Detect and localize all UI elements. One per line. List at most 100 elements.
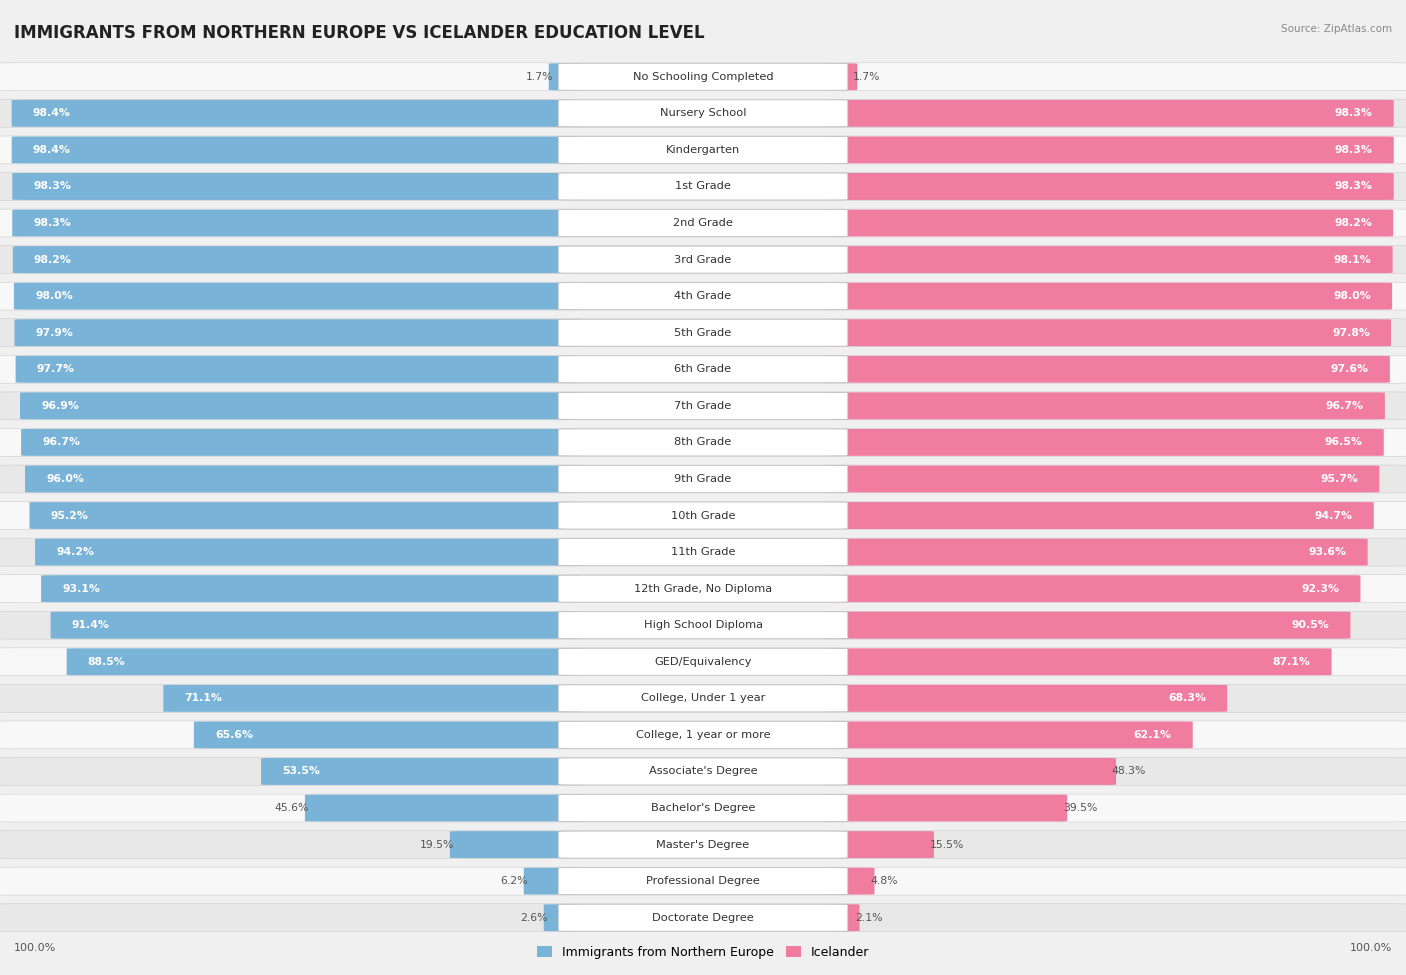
FancyBboxPatch shape bbox=[558, 173, 848, 200]
FancyBboxPatch shape bbox=[558, 868, 848, 895]
FancyBboxPatch shape bbox=[558, 63, 848, 91]
FancyBboxPatch shape bbox=[558, 356, 848, 383]
FancyBboxPatch shape bbox=[0, 574, 1406, 603]
FancyBboxPatch shape bbox=[0, 99, 1406, 128]
Text: Source: ZipAtlas.com: Source: ZipAtlas.com bbox=[1281, 24, 1392, 34]
Text: 93.6%: 93.6% bbox=[1309, 547, 1347, 557]
FancyBboxPatch shape bbox=[0, 867, 1406, 895]
Text: 1.7%: 1.7% bbox=[853, 72, 880, 82]
FancyBboxPatch shape bbox=[825, 63, 858, 91]
FancyBboxPatch shape bbox=[35, 538, 581, 566]
FancyBboxPatch shape bbox=[0, 794, 1406, 822]
Text: 98.4%: 98.4% bbox=[32, 145, 70, 155]
FancyBboxPatch shape bbox=[11, 136, 581, 164]
FancyBboxPatch shape bbox=[41, 575, 581, 603]
FancyBboxPatch shape bbox=[558, 795, 848, 822]
FancyBboxPatch shape bbox=[0, 173, 1406, 201]
Text: 97.8%: 97.8% bbox=[1331, 328, 1369, 337]
FancyBboxPatch shape bbox=[11, 99, 581, 127]
FancyBboxPatch shape bbox=[0, 136, 1406, 164]
FancyBboxPatch shape bbox=[558, 722, 848, 749]
FancyBboxPatch shape bbox=[14, 319, 581, 346]
FancyBboxPatch shape bbox=[0, 62, 1406, 91]
FancyBboxPatch shape bbox=[825, 173, 1393, 200]
Text: 9th Grade: 9th Grade bbox=[675, 474, 731, 484]
Text: 94.7%: 94.7% bbox=[1315, 511, 1353, 521]
Text: 39.5%: 39.5% bbox=[1063, 803, 1097, 813]
FancyBboxPatch shape bbox=[825, 210, 1393, 237]
FancyBboxPatch shape bbox=[825, 538, 1368, 566]
Text: 4.8%: 4.8% bbox=[870, 877, 898, 886]
Text: 98.2%: 98.2% bbox=[34, 254, 72, 264]
FancyBboxPatch shape bbox=[194, 722, 581, 749]
FancyBboxPatch shape bbox=[825, 611, 1350, 639]
FancyBboxPatch shape bbox=[558, 429, 848, 456]
Text: 2.1%: 2.1% bbox=[855, 913, 883, 922]
Text: 97.9%: 97.9% bbox=[35, 328, 73, 337]
Text: 53.5%: 53.5% bbox=[283, 766, 321, 776]
Text: 98.3%: 98.3% bbox=[1334, 181, 1372, 191]
Text: 92.3%: 92.3% bbox=[1302, 584, 1340, 594]
Text: 19.5%: 19.5% bbox=[420, 839, 454, 849]
FancyBboxPatch shape bbox=[51, 611, 581, 639]
Text: 62.1%: 62.1% bbox=[1133, 730, 1171, 740]
FancyBboxPatch shape bbox=[558, 611, 848, 639]
FancyBboxPatch shape bbox=[825, 868, 875, 895]
FancyBboxPatch shape bbox=[825, 684, 1227, 712]
FancyBboxPatch shape bbox=[558, 648, 848, 676]
FancyBboxPatch shape bbox=[0, 684, 1406, 713]
Text: Doctorate Degree: Doctorate Degree bbox=[652, 913, 754, 922]
FancyBboxPatch shape bbox=[0, 355, 1406, 383]
FancyBboxPatch shape bbox=[825, 392, 1385, 419]
Text: 100.0%: 100.0% bbox=[1350, 943, 1392, 953]
FancyBboxPatch shape bbox=[15, 356, 581, 383]
Text: 94.2%: 94.2% bbox=[56, 547, 94, 557]
Text: 88.5%: 88.5% bbox=[87, 657, 125, 667]
FancyBboxPatch shape bbox=[825, 136, 1393, 164]
Text: 12th Grade, No Diploma: 12th Grade, No Diploma bbox=[634, 584, 772, 594]
FancyBboxPatch shape bbox=[825, 758, 1116, 785]
FancyBboxPatch shape bbox=[0, 611, 1406, 640]
FancyBboxPatch shape bbox=[558, 136, 848, 164]
FancyBboxPatch shape bbox=[825, 465, 1379, 492]
FancyBboxPatch shape bbox=[13, 210, 581, 237]
Text: 6th Grade: 6th Grade bbox=[675, 365, 731, 374]
FancyBboxPatch shape bbox=[558, 904, 848, 931]
FancyBboxPatch shape bbox=[825, 502, 1374, 529]
FancyBboxPatch shape bbox=[548, 63, 581, 91]
FancyBboxPatch shape bbox=[524, 868, 581, 895]
FancyBboxPatch shape bbox=[825, 795, 1067, 822]
Text: 10th Grade: 10th Grade bbox=[671, 511, 735, 521]
FancyBboxPatch shape bbox=[0, 246, 1406, 274]
FancyBboxPatch shape bbox=[825, 246, 1392, 273]
Text: 98.3%: 98.3% bbox=[1334, 108, 1372, 118]
FancyBboxPatch shape bbox=[0, 831, 1406, 859]
FancyBboxPatch shape bbox=[544, 904, 581, 931]
FancyBboxPatch shape bbox=[0, 209, 1406, 237]
FancyBboxPatch shape bbox=[558, 319, 848, 346]
Text: College, 1 year or more: College, 1 year or more bbox=[636, 730, 770, 740]
FancyBboxPatch shape bbox=[66, 648, 581, 676]
FancyBboxPatch shape bbox=[30, 502, 581, 529]
FancyBboxPatch shape bbox=[0, 282, 1406, 310]
Text: 8th Grade: 8th Grade bbox=[675, 438, 731, 448]
Text: 96.7%: 96.7% bbox=[42, 438, 80, 448]
Text: 93.1%: 93.1% bbox=[62, 584, 100, 594]
FancyBboxPatch shape bbox=[13, 173, 581, 200]
FancyBboxPatch shape bbox=[25, 465, 581, 492]
FancyBboxPatch shape bbox=[558, 99, 848, 127]
Text: Professional Degree: Professional Degree bbox=[647, 877, 759, 886]
FancyBboxPatch shape bbox=[825, 831, 934, 858]
FancyBboxPatch shape bbox=[558, 831, 848, 858]
FancyBboxPatch shape bbox=[825, 904, 859, 931]
Text: 96.0%: 96.0% bbox=[46, 474, 84, 484]
Text: 1.7%: 1.7% bbox=[526, 72, 553, 82]
Text: Nursery School: Nursery School bbox=[659, 108, 747, 118]
Text: Associate's Degree: Associate's Degree bbox=[648, 766, 758, 776]
FancyBboxPatch shape bbox=[0, 721, 1406, 749]
FancyBboxPatch shape bbox=[0, 904, 1406, 932]
FancyBboxPatch shape bbox=[14, 283, 581, 310]
FancyBboxPatch shape bbox=[262, 758, 581, 785]
Text: 7th Grade: 7th Grade bbox=[675, 401, 731, 410]
FancyBboxPatch shape bbox=[558, 283, 848, 310]
